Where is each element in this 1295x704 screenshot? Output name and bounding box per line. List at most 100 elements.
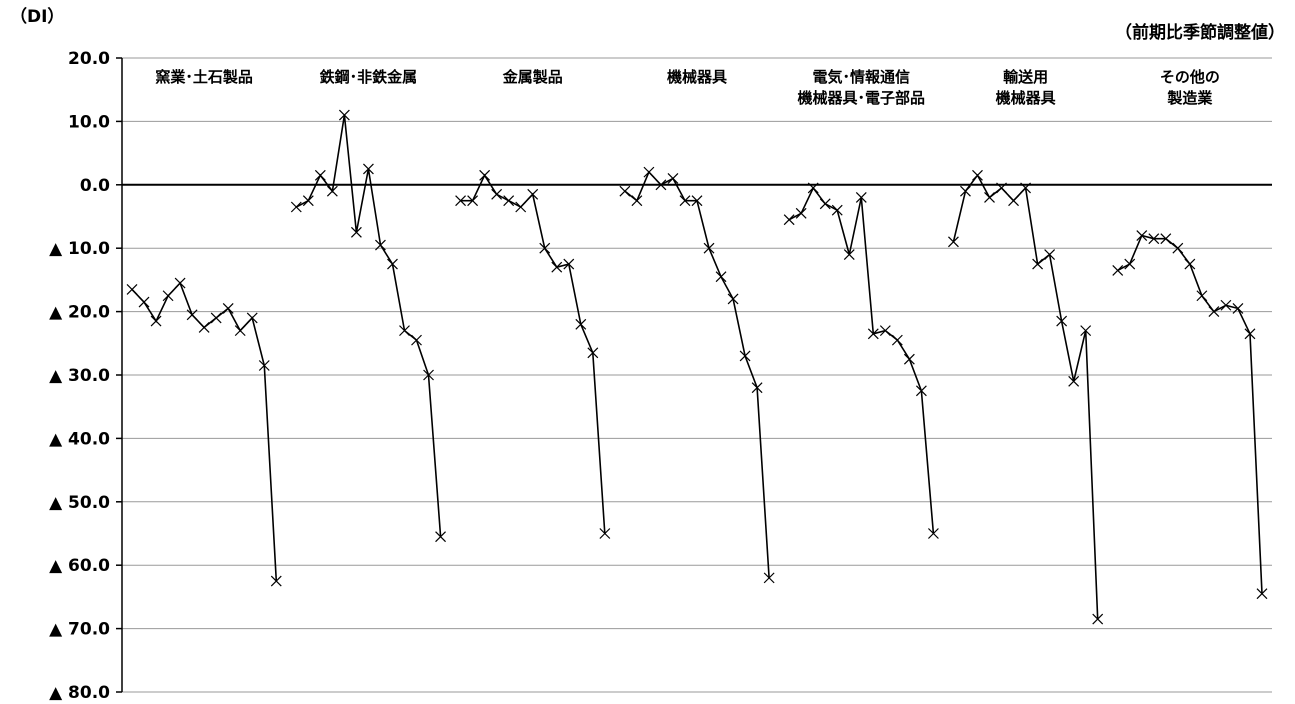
series-industry-3 [455,169,611,539]
data-point-marker [411,334,422,346]
data-point-marker [795,207,807,219]
data-point-marker [1032,258,1044,270]
data-point-marker [314,169,326,181]
data-point-marker [587,347,599,359]
data-point-marker [222,303,234,314]
data-point-marker [1112,264,1124,276]
data-point-marker [1148,233,1160,245]
series-group [126,109,1268,625]
data-point-marker [527,188,539,200]
data-point-marker [138,296,150,308]
data-point-marker [1056,315,1068,327]
industry-label: 電気･情報通信 [813,68,911,86]
unit-label-left: （DI） [10,6,64,27]
data-point-marker [563,258,575,270]
data-point-marker [375,239,386,251]
y-tick-label: ▲ 80.0 [49,683,110,703]
y-tick-label: 10.0 [68,112,110,132]
data-point-marker [435,531,446,543]
data-point-marker [1044,249,1056,260]
y-tick-label: 20.0 [68,49,110,69]
data-point-marker [807,182,819,194]
data-point-marker [350,226,362,238]
industry-label: 機械器具･電子部品 [798,89,926,107]
data-point-marker [679,195,691,207]
data-point-marker [363,163,374,175]
y-tick-label: ▲ 10.0 [49,239,110,259]
data-point-marker [879,325,891,337]
y-tick-label: ▲ 20.0 [49,303,110,323]
series-industry-5 [783,182,939,539]
data-point-marker [1244,328,1256,340]
y-tick-label: 0.0 [80,176,110,196]
data-point-marker [515,201,527,213]
data-point-marker [423,369,434,381]
series-line [1117,234,1263,594]
data-point-marker [270,575,282,587]
data-point-marker [831,204,843,216]
data-point-marker [739,350,751,362]
data-point-marker [399,325,410,337]
industry-label: その他の [1160,68,1220,86]
data-point-marker [715,271,727,283]
industry-label: 金属製品 [502,68,563,86]
data-point-marker [198,322,210,333]
data-point-marker [751,382,763,394]
data-point-marker [126,283,138,295]
industry-label: 製造業 [1166,89,1213,107]
data-point-marker [234,325,246,337]
data-point-marker [1184,258,1196,270]
series-industry-4 [619,166,775,584]
data-point-marker [503,195,515,207]
data-point-marker [1160,233,1172,245]
unit-label-right: （前期比季節調整値） [1115,22,1285,43]
data-point-marker [915,385,927,397]
data-point-marker [186,309,198,321]
data-point-marker [843,249,855,260]
industry-label: 窯業･土石製品 [155,68,253,86]
data-point-marker [655,179,667,191]
series-line [952,173,1099,620]
data-point-marker [326,185,338,197]
data-point-marker [210,312,222,324]
data-point-marker [643,166,655,178]
data-point-marker [1124,258,1136,270]
data-point-marker [1020,182,1031,194]
data-point-marker [1008,195,1019,207]
industry-label: 機械器具 [996,89,1056,107]
data-point-marker [927,528,939,539]
y-tick-label: ▲ 70.0 [49,620,110,640]
data-point-marker [631,195,643,207]
data-point-marker [727,293,739,305]
industry-label: 輸送用 [1003,68,1048,86]
data-point-marker [491,188,503,200]
series-industry-7 [1112,230,1268,600]
data-point-marker [455,195,467,207]
data-point-marker [763,572,775,584]
data-point-marker [575,318,587,330]
data-point-marker [1196,290,1208,302]
data-point-marker [984,192,995,203]
data-point-marker [1256,588,1268,600]
data-point-marker [667,173,679,184]
data-point-marker [996,182,1007,194]
data-point-marker [387,258,398,270]
data-point-marker [948,236,959,248]
y-tick-label: ▲ 50.0 [49,493,110,513]
series-industry-2 [290,109,446,543]
series-industry-1 [126,277,282,587]
data-point-marker [1172,242,1184,254]
y-tick-label: ▲ 30.0 [49,366,110,386]
y-tick-label: ▲ 60.0 [49,556,110,576]
data-point-marker [599,528,611,539]
data-point-marker [1232,303,1244,314]
industry-label: 鉄鋼･非鉄金属 [320,68,418,86]
data-point-marker [246,312,258,324]
data-point-marker [903,353,915,365]
data-point-marker [290,201,302,213]
data-point-marker [819,198,831,210]
series-line [460,173,606,534]
data-point-marker [467,195,479,207]
data-point-marker [162,290,174,302]
data-point-marker [551,261,563,273]
